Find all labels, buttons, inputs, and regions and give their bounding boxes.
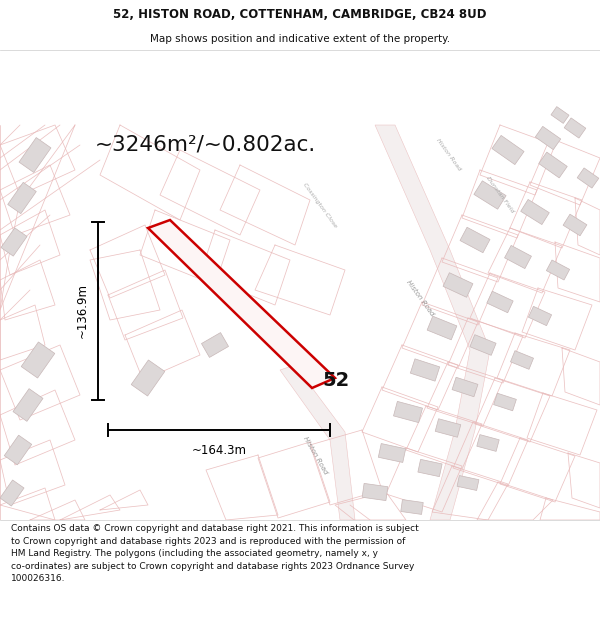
Bar: [511, 351, 533, 369]
Polygon shape: [375, 125, 490, 520]
Bar: [435, 419, 461, 437]
Bar: [379, 444, 406, 462]
Bar: [13, 389, 43, 421]
Bar: [19, 138, 51, 172]
Bar: [470, 334, 496, 356]
Bar: [477, 434, 499, 451]
Bar: [505, 246, 532, 269]
Bar: [457, 476, 479, 491]
Bar: [563, 214, 587, 236]
Text: ~164.3m: ~164.3m: [191, 444, 247, 457]
Bar: [492, 136, 524, 164]
Bar: [577, 168, 599, 188]
Bar: [487, 291, 513, 312]
Bar: [427, 316, 457, 340]
Bar: [535, 126, 561, 149]
Bar: [443, 272, 473, 298]
Text: Histon Road: Histon Road: [405, 279, 435, 317]
Bar: [202, 332, 229, 357]
Bar: [131, 360, 165, 396]
Text: ~3246m²/~0.802ac.: ~3246m²/~0.802ac.: [95, 135, 316, 155]
Text: Contains OS data © Crown copyright and database right 2021. This information is : Contains OS data © Crown copyright and d…: [11, 524, 419, 583]
Text: Cossington Close: Cossington Close: [302, 182, 338, 228]
Bar: [418, 459, 442, 477]
Text: Dunstan Field: Dunstan Field: [485, 176, 515, 214]
Bar: [494, 393, 517, 411]
Text: ~136.9m: ~136.9m: [76, 284, 89, 339]
Bar: [452, 378, 478, 397]
Text: Histon Road: Histon Road: [302, 435, 328, 475]
Polygon shape: [148, 220, 335, 388]
Text: 52: 52: [322, 371, 349, 389]
Text: Map shows position and indicative extent of the property.: Map shows position and indicative extent…: [150, 34, 450, 44]
Bar: [564, 118, 586, 138]
Bar: [394, 401, 422, 422]
Bar: [460, 228, 490, 253]
Polygon shape: [280, 365, 355, 520]
Bar: [529, 306, 551, 326]
Bar: [1, 228, 27, 256]
Bar: [4, 435, 32, 465]
Text: Histon Road: Histon Road: [435, 138, 461, 172]
Bar: [521, 199, 550, 224]
Bar: [21, 342, 55, 378]
Bar: [551, 107, 569, 123]
Text: 52, HISTON ROAD, COTTENHAM, CAMBRIDGE, CB24 8UD: 52, HISTON ROAD, COTTENHAM, CAMBRIDGE, C…: [113, 8, 487, 21]
Bar: [362, 483, 388, 501]
Bar: [539, 152, 567, 178]
Bar: [401, 499, 423, 514]
Bar: [547, 260, 569, 280]
Bar: [410, 359, 440, 381]
Bar: [474, 181, 506, 209]
Bar: [8, 182, 36, 214]
Bar: [0, 480, 24, 506]
